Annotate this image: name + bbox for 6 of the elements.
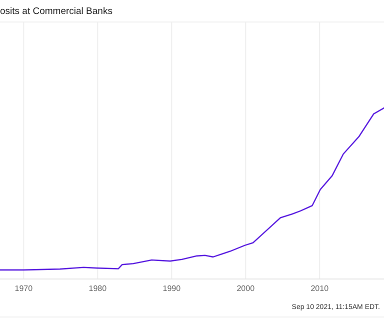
- x-tick-label: 1970: [14, 284, 34, 293]
- x-tick-label: 2010: [310, 284, 330, 293]
- x-tick-label: 1980: [88, 284, 108, 293]
- chart-title: osits at Commercial Banks: [0, 6, 113, 17]
- x-tick-label: 2000: [236, 284, 256, 293]
- x-tick-label: 1990: [162, 284, 182, 293]
